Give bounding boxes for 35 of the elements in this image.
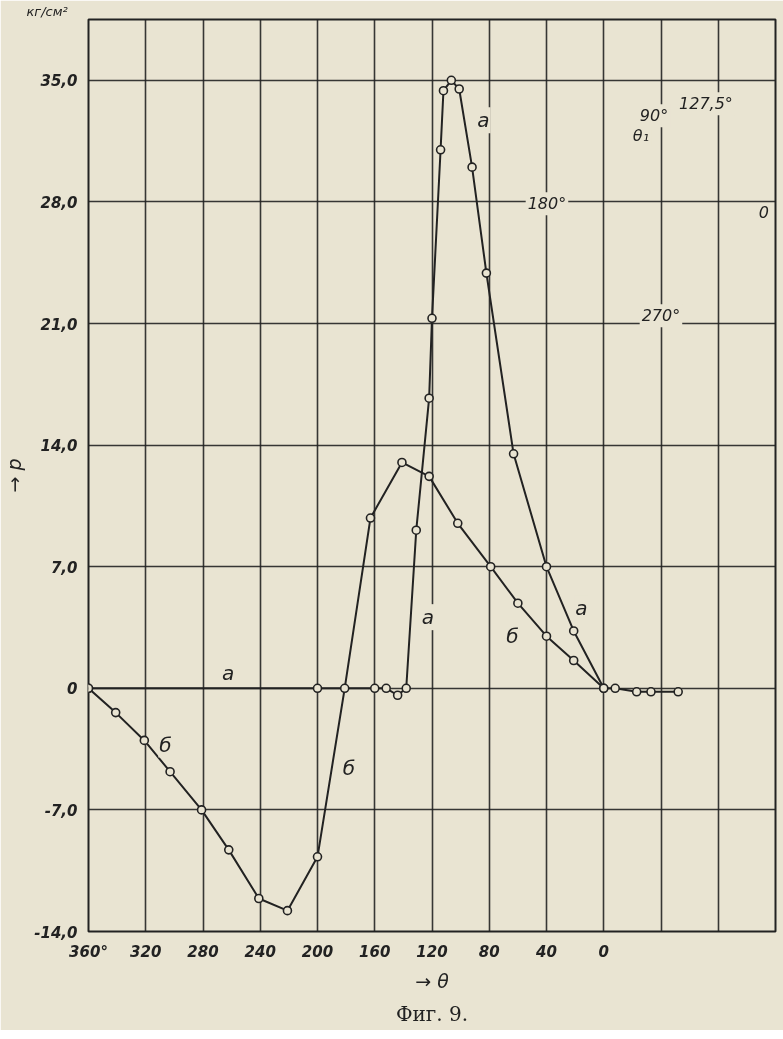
y-tick-label: 28,0	[40, 193, 78, 212]
x-tick-label: 240	[244, 942, 276, 961]
y-tick-label: 7,0	[50, 558, 78, 577]
x-tick-label: 120	[416, 942, 448, 961]
x-tick-label: 360°	[69, 942, 108, 961]
annotation: 0	[758, 202, 770, 222]
text: Фиг. 9.	[395, 1001, 469, 1026]
annotation: 270°	[641, 306, 681, 326]
x-tick-label: 160	[359, 942, 391, 961]
x-tick-label: 80	[478, 942, 500, 961]
y-tick-label: 35,0	[40, 72, 78, 91]
x-axis-title: → θ	[415, 969, 450, 992]
series-label: а	[222, 661, 235, 686]
y-axis-title: → p	[3, 458, 26, 493]
y-tick-label: 0	[67, 680, 78, 699]
x-tick-label: 200	[301, 942, 334, 961]
y-tick-label: 21,0	[40, 315, 78, 334]
text: кг/см²	[26, 3, 68, 19]
x-tick-label: 0	[598, 942, 609, 961]
x-tick-label: 320	[130, 942, 162, 961]
x-tick-label: 40	[535, 942, 557, 961]
x-tick-label: 280	[187, 942, 219, 961]
annotation: θ₁	[632, 126, 650, 146]
annotation: 90°	[639, 106, 669, 126]
series-label: б	[159, 732, 172, 757]
y-tick-label: 14,0	[40, 437, 78, 456]
annotation: 180°	[527, 194, 567, 214]
text: а	[421, 605, 435, 630]
text: а	[575, 596, 588, 621]
text: б	[506, 623, 519, 648]
y-tick-label: -14,0	[34, 923, 78, 942]
y-tick-label: -7,0	[44, 801, 78, 820]
annotation: 127,5°	[679, 94, 733, 114]
text: б	[342, 756, 356, 781]
text: а	[477, 108, 490, 133]
